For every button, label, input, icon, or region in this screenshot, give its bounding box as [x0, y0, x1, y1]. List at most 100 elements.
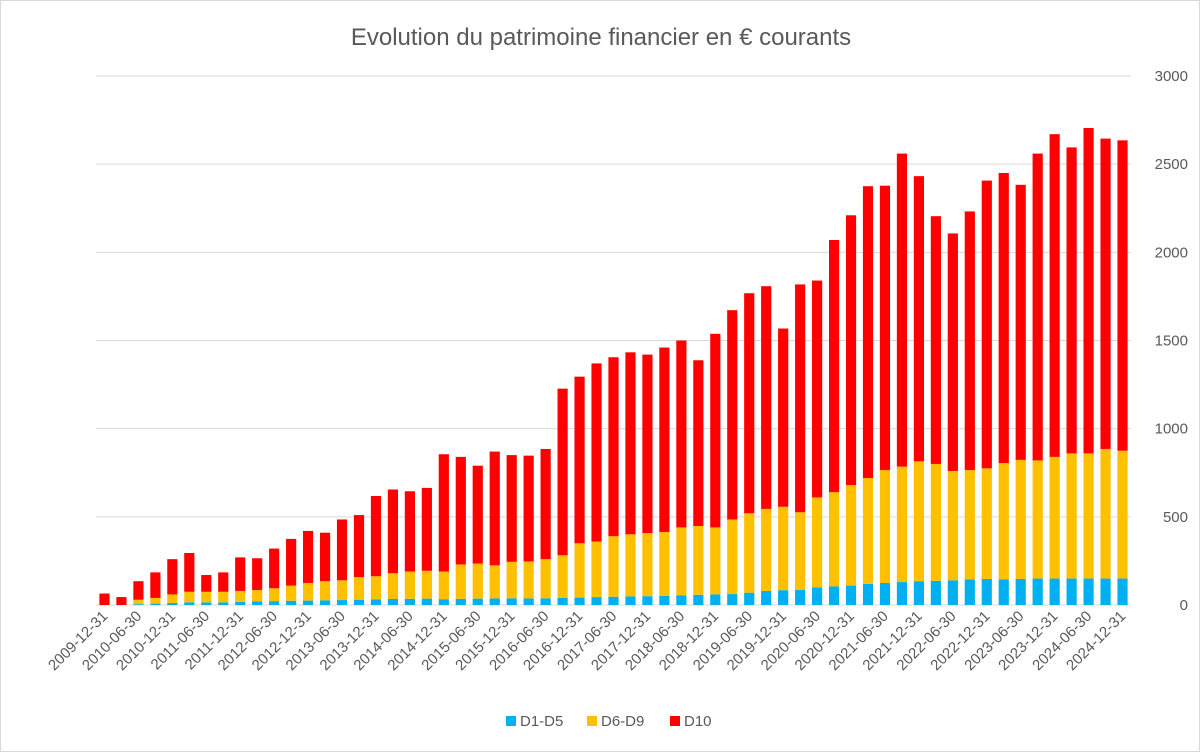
bar-d10-2014-12-31	[438, 454, 449, 572]
bar-d1-d5-2012-06-30	[269, 601, 280, 605]
bar-d10-2018-06-30	[676, 340, 687, 528]
bar-d1-d5-2016-12-31	[574, 597, 585, 605]
bar-d6-d9-2024-06-30	[1083, 453, 1094, 579]
bar-d10-2012-09-30	[286, 538, 297, 586]
bar-d1-d5-2010-12-31	[167, 602, 178, 605]
bar-d1-d5-2017-06-30	[608, 596, 619, 605]
bar-d10-2023-12-31	[1049, 134, 1060, 457]
bar-d1-d5-2016-06-30	[540, 598, 551, 605]
bar-d10-2013-06-30	[336, 519, 348, 581]
bar-d1-d5-2021-06-30	[879, 582, 891, 605]
bar-d10-2021-03-31	[862, 186, 874, 479]
bar-d10-2010-12-31	[167, 559, 178, 595]
bar-d1-d5-2019-06-30	[744, 592, 755, 605]
bar-d10-2020-09-30	[828, 239, 840, 493]
bar-d6-d9-2014-12-31	[438, 571, 449, 600]
bar-d6-d9-2014-03-31	[387, 573, 399, 599]
bar-d1-d5-2017-12-31	[642, 596, 653, 605]
bar-d6-d9-2017-06-30	[608, 536, 619, 597]
bar-d1-d5-2016-03-31	[523, 598, 534, 605]
bar-d10-2017-06-30	[608, 357, 619, 537]
bar-d1-d5-2023-03-31	[998, 579, 1009, 605]
bar-d6-d9-2011-06-30	[201, 591, 212, 603]
bar-d6-d9-2018-03-31	[659, 532, 670, 596]
bar-d1-d5-2013-09-30	[353, 599, 365, 605]
bar-d6-d9-2016-12-31	[574, 543, 585, 598]
bar-d6-d9-2015-06-30	[472, 563, 483, 599]
bar-d10-2023-09-30	[1032, 153, 1043, 461]
legend-swatch-d10	[670, 716, 680, 726]
bar-d6-d9-2017-03-31	[591, 541, 602, 598]
bar-d10-2020-03-31	[795, 284, 806, 513]
bar-d6-d9-2013-06-30	[336, 580, 348, 601]
bar-d1-d5-2018-12-31	[710, 594, 721, 605]
y-tick-label: 1000	[1155, 421, 1188, 438]
bar-d10-2016-09-30	[557, 388, 568, 556]
bar-d1-d5-2022-09-30	[964, 579, 975, 605]
bar-d10-2022-12-31	[981, 180, 992, 469]
y-tick-label: 2500	[1155, 156, 1188, 173]
bar-d10-2015-09-30	[489, 451, 500, 566]
bar-d6-d9-2019-09-30	[761, 508, 772, 591]
bar-d10-2018-12-31	[710, 333, 721, 528]
bar-d10-2015-06-30	[472, 465, 483, 564]
bar-d1-d5-2010-06-30	[133, 604, 144, 605]
bar-d10-2020-12-31	[845, 215, 857, 486]
bar-d10-2014-09-30	[421, 487, 432, 571]
bar-d10-2013-09-30	[353, 515, 365, 578]
bar-d6-d9-2023-09-30	[1032, 460, 1043, 579]
bar-d6-d9-2020-12-31	[845, 485, 857, 586]
bar-d1-d5-2017-09-30	[625, 596, 636, 605]
bar-d1-d5-2010-09-30	[150, 603, 161, 605]
bar-d10-2023-06-30	[1015, 184, 1026, 460]
y-tick-label: 1500	[1155, 333, 1188, 350]
bar-d6-d9-2024-03-31	[1066, 453, 1077, 579]
bar-d6-d9-2020-06-30	[812, 497, 823, 588]
bar-d10-2012-03-31	[252, 558, 263, 591]
legend-label-d1-d5: D1-D5	[520, 713, 563, 730]
bar-d10-2010-09-30	[150, 572, 161, 598]
bar-d1-d5-2015-12-31	[506, 598, 517, 605]
bar-d1-d5-2024-06-30	[1083, 578, 1094, 605]
bar-d1-d5-2015-09-30	[489, 598, 500, 605]
bar-d1-d5-2021-09-30	[896, 582, 908, 605]
bar-d6-d9-2012-09-30	[286, 585, 297, 601]
bar-d6-d9-2014-09-30	[421, 570, 432, 599]
bar-d6-d9-2011-03-31	[184, 591, 195, 603]
bar-d1-d5-2022-06-30	[947, 580, 958, 605]
bar-d1-d5-2024-12-31	[1117, 578, 1128, 605]
bar-d1-d5-2011-03-31	[184, 602, 195, 605]
bar-d6-d9-2017-09-30	[625, 534, 636, 597]
bar-d10-2011-06-30	[201, 575, 212, 592]
bar-d1-d5-2018-09-30	[693, 594, 704, 605]
bar-d6-d9-2022-06-30	[947, 470, 958, 581]
bar-d10-2024-03-31	[1066, 147, 1077, 454]
bar-d10-2019-06-30	[744, 293, 755, 514]
bar-d6-d9-2014-06-30	[404, 571, 415, 599]
bar-d10-2015-03-31	[455, 456, 466, 565]
bar-d10-2021-12-31	[913, 176, 924, 462]
bar-d1-d5-2023-09-30	[1032, 578, 1043, 605]
bar-d10-2023-03-31	[998, 172, 1009, 464]
bar-d10-2022-09-30	[964, 211, 975, 471]
bar-d1-d5-2018-03-31	[659, 595, 670, 605]
bar-d10-2021-09-30	[896, 153, 908, 467]
bar-d10-2024-09-30	[1100, 138, 1111, 449]
bar-d10-2013-03-31	[319, 532, 331, 582]
bar-d6-d9-2012-06-30	[269, 588, 280, 602]
bar-d10-2012-12-31	[303, 530, 314, 583]
bar-d10-2009-12-31	[99, 593, 110, 605]
bar-d1-d5-2023-06-30	[1015, 578, 1026, 605]
bar-d6-d9-2022-03-31	[930, 463, 941, 581]
bar-d6-d9-2012-12-31	[303, 582, 314, 601]
bar-d1-d5-2013-06-30	[336, 600, 348, 605]
bar-d6-d9-2020-03-31	[795, 512, 806, 590]
bar-d6-d9-2013-03-31	[319, 581, 331, 601]
bar-d6-d9-2016-09-30	[557, 555, 568, 598]
bar-d6-d9-2024-12-31	[1117, 450, 1128, 579]
y-tick-label: 2000	[1155, 244, 1188, 261]
bar-d1-d5-2015-03-31	[455, 598, 466, 605]
bar-d6-d9-2021-09-30	[896, 466, 908, 583]
